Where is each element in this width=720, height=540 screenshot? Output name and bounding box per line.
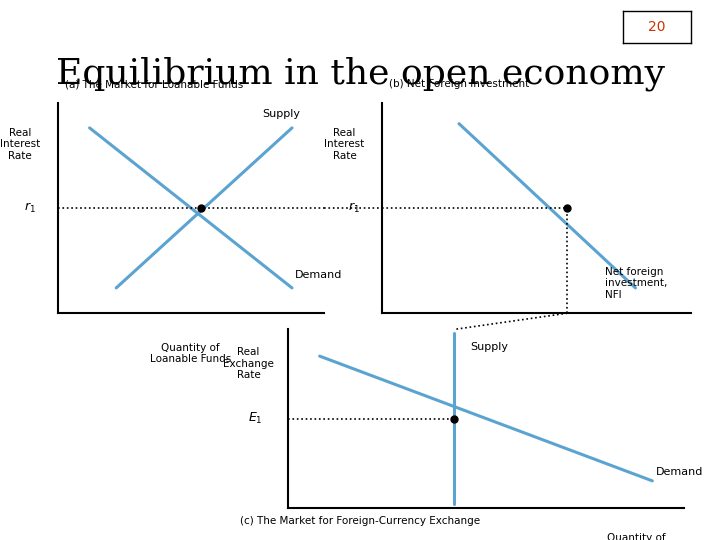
Text: Net foreign
investment,
NFI: Net foreign investment, NFI bbox=[605, 267, 667, 300]
Text: Real
Exchange
Rate: Real Exchange Rate bbox=[223, 347, 274, 380]
Text: (c) The Market for Foreign-Currency Exchange: (c) The Market for Foreign-Currency Exch… bbox=[240, 516, 480, 526]
Text: $r_1$: $r_1$ bbox=[348, 201, 360, 215]
Text: Real
Interest
Rate: Real Interest Rate bbox=[0, 128, 40, 161]
Text: Demand: Demand bbox=[657, 467, 703, 477]
Text: Net Foreign
Investment: Net Foreign Investment bbox=[506, 343, 567, 364]
Text: Supply: Supply bbox=[262, 110, 300, 119]
Text: (b) Net Foreign Investment: (b) Net Foreign Investment bbox=[389, 79, 529, 89]
Text: Quantity of
TL: Quantity of TL bbox=[607, 532, 666, 540]
Text: 20: 20 bbox=[648, 20, 666, 34]
Text: $r_1$: $r_1$ bbox=[24, 201, 36, 215]
Text: Supply: Supply bbox=[470, 342, 508, 352]
Text: (a) The Market for Loanable Funds: (a) The Market for Loanable Funds bbox=[65, 79, 243, 89]
Text: Quantity of
Loanable Funds: Quantity of Loanable Funds bbox=[150, 343, 231, 364]
Text: Real
Interest
Rate: Real Interest Rate bbox=[324, 128, 364, 161]
Text: Equilibrium in the open economy: Equilibrium in the open economy bbox=[55, 57, 665, 91]
Text: Demand: Demand bbox=[294, 271, 342, 280]
Text: $E_1$: $E_1$ bbox=[248, 411, 262, 426]
